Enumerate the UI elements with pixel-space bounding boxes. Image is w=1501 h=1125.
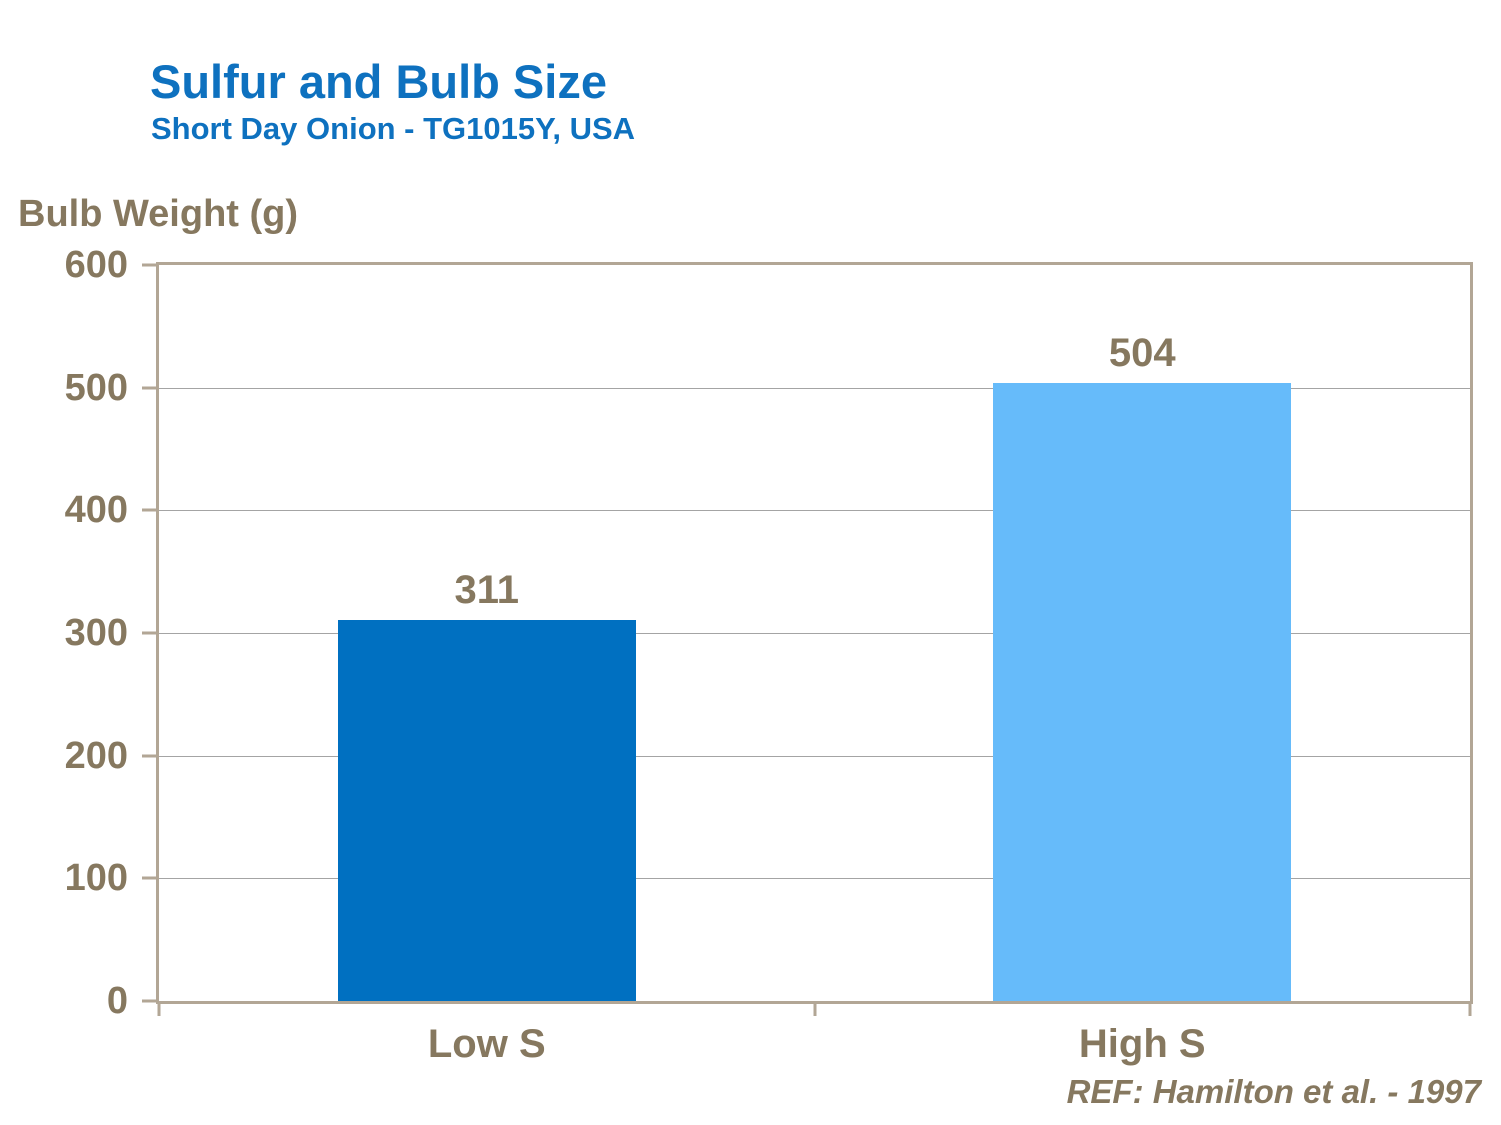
bar-value-label: 311 — [454, 567, 519, 612]
y-tick-label: 500 — [64, 366, 128, 409]
category-label: High S — [1078, 1022, 1206, 1066]
bar-value-label: 504 — [1108, 330, 1176, 375]
y-tick-mark — [142, 999, 156, 1003]
x-axis-category-labels: Low S High S — [159, 1022, 1470, 1068]
x-tick-mark — [1468, 1004, 1472, 1016]
y-tick-mark — [142, 508, 156, 512]
bar-high-s — [993, 382, 1292, 1001]
x-tick-mark — [813, 1004, 816, 1016]
y-axis-title: Bulb Weight (g) — [18, 193, 299, 235]
bar-low-s — [337, 619, 636, 1001]
y-tick-label: 400 — [64, 489, 128, 532]
y-axis-tick-labels: 0 100 200 300 400 500 600 — [0, 246, 128, 1020]
y-tick-label: 100 — [64, 857, 128, 900]
reference-note: REF: Hamilton et al. - 1997 — [1066, 1073, 1481, 1110]
chart-title: Sulfur and Bulb Size — [150, 55, 607, 108]
y-tick-mark — [142, 386, 156, 390]
gridline — [159, 878, 1470, 880]
y-tick-mark — [142, 263, 156, 267]
chart-subtitle: Short Day Onion - TG1015Y, USA — [151, 111, 636, 146]
gridline — [159, 387, 1470, 389]
y-tick-mark — [142, 631, 156, 635]
category-label: Low S — [427, 1022, 546, 1066]
plot-area: 311 504 — [142, 262, 1473, 1016]
x-tick-mark — [157, 1004, 161, 1016]
y-tick-label: 300 — [64, 612, 128, 654]
y-tick-mark — [142, 754, 156, 758]
gridline — [159, 510, 1470, 512]
gridline — [159, 755, 1470, 757]
y-tick-label: 200 — [64, 734, 128, 777]
y-tick-mark — [142, 876, 156, 880]
y-tick-label: 600 — [64, 244, 128, 286]
y-tick-label: 0 — [106, 980, 128, 1022]
gridline — [159, 633, 1470, 634]
